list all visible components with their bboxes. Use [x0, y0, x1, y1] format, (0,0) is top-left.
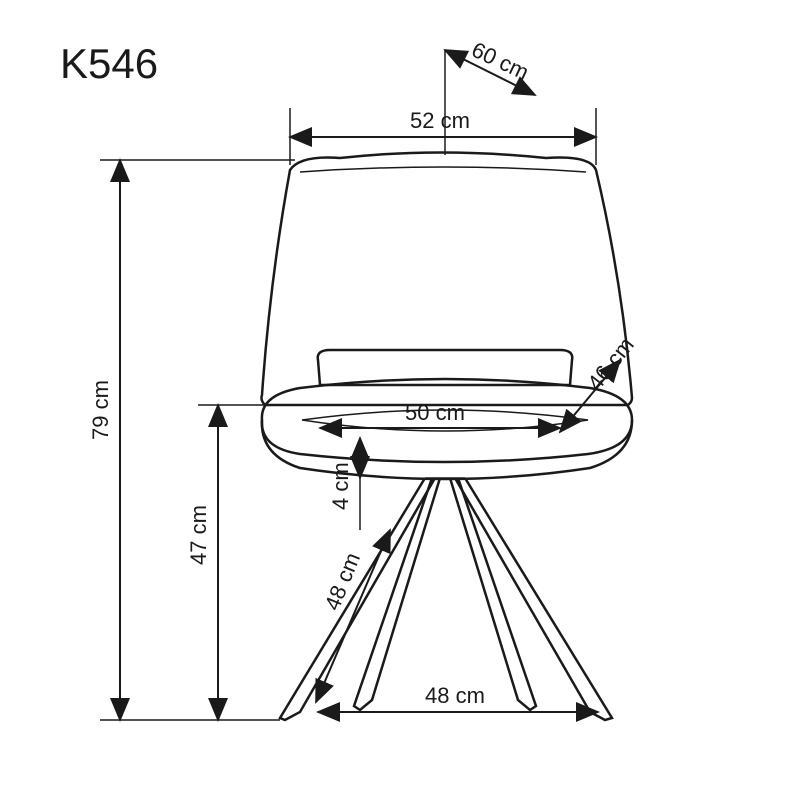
dim-label-spread-48: 48 cm — [425, 683, 485, 708]
dim-depth-46: 46 cm — [560, 332, 639, 432]
dim-label-50: 50 cm — [405, 400, 465, 425]
dim-width-52: 52 cm — [290, 108, 596, 165]
dim-label-52: 52 cm — [410, 108, 470, 133]
dim-label-4: 4 cm — [328, 462, 353, 510]
dim-thickness-4: 4 cm — [328, 438, 360, 530]
backrest-seam — [300, 167, 586, 172]
dim-label-79: 79 cm — [88, 380, 113, 440]
dim-label-47: 47 cm — [186, 505, 211, 565]
technical-drawing: K546 60 cm 52 cm 7 — [0, 0, 790, 790]
model-title: K546 — [60, 40, 158, 87]
chair-backrest — [261, 153, 632, 406]
dim-height-47: 47 cm — [186, 405, 268, 720]
